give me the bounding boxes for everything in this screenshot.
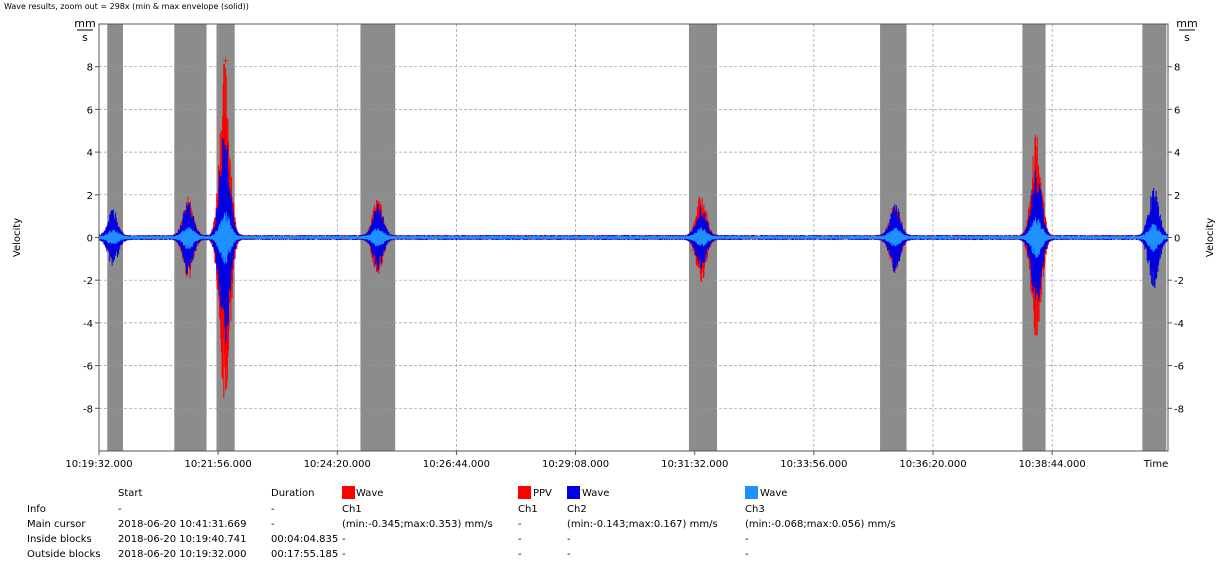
- row-main-cursor-ppv: -: [518, 519, 522, 530]
- row-inside-blocks-start: 2018-06-20 10:19:40.741: [118, 534, 247, 545]
- y-tick-label-right: -2: [1174, 276, 1184, 287]
- x-tick-label: 10:38:44.000: [1019, 459, 1086, 470]
- y-unit-den-right: s: [1184, 31, 1190, 44]
- row-outside-blocks-ppv: -: [518, 549, 522, 560]
- header-start: Start: [118, 488, 143, 499]
- row-inside-blocks-ch3: -: [745, 534, 749, 545]
- y-unit-num-left: mm: [74, 17, 95, 30]
- row-info-ch1: Ch1: [342, 504, 362, 515]
- row-main-cursor-duration: -: [271, 519, 275, 530]
- y-tick-label-right: -6: [1174, 362, 1184, 373]
- row-inside-blocks-ch1: -: [342, 534, 346, 545]
- y-tick-label-left: 6: [87, 105, 93, 116]
- wave-chart[interactable]: +8 86 64 42 20 0-2 -2-4 -4-6 -6-8 -8mmsmmsVelocit…: [0, 0, 1221, 480]
- row-outside-blocks-ch2: -: [567, 549, 571, 560]
- legend-swatch-ch2-wave[interactable]: [567, 486, 580, 499]
- y-unit-num-right: mm: [1176, 17, 1197, 30]
- y-tick-label-right: 4: [1174, 148, 1180, 159]
- row-outside-blocks-ch3: -: [745, 549, 749, 560]
- y-axis-label-left: Velocity: [12, 218, 23, 257]
- y-axis-label-right: Velocity: [1205, 218, 1216, 257]
- y-tick-label-left: 8: [87, 63, 93, 74]
- x-tick-label: 10:21:56.000: [185, 459, 252, 470]
- row-info-ch2: Ch2: [567, 504, 587, 515]
- y-unit-den-left: s: [82, 31, 88, 44]
- y-tick-label-left: 2: [87, 191, 93, 202]
- legend-ppv[interactable]: PPV: [533, 488, 552, 499]
- row-main-cursor-ch3: (min:-0.068;max:0.056) mm/s: [745, 519, 896, 530]
- x-tick-label: 10:19:32.000: [65, 459, 132, 470]
- x-tick-label: 10:33:56.000: [780, 459, 847, 470]
- row-inside-blocks-ch2: -: [567, 534, 571, 545]
- legend-swatch-ch1-wave[interactable]: [342, 486, 355, 499]
- row-label-inside-blocks: Inside blocks: [27, 534, 92, 545]
- y-tick-label-right: -4: [1174, 319, 1184, 330]
- y-tick-label-left: -8: [83, 404, 93, 415]
- y-tick-label-left: -6: [83, 362, 93, 373]
- y-tick-label-right: 6: [1174, 105, 1180, 116]
- row-info-duration: -: [271, 504, 275, 515]
- row-info-ppv: Ch1: [518, 504, 538, 515]
- x-tick-label: 10:29:08.000: [542, 459, 609, 470]
- legend-ch3-wave[interactable]: Wave: [760, 488, 788, 499]
- row-label-main-cursor: Main cursor: [27, 519, 86, 530]
- legend-swatch-ppv[interactable]: [518, 486, 531, 499]
- row-info-ch3: Ch3: [745, 504, 765, 515]
- x-tick-label: 10:36:20.000: [899, 459, 966, 470]
- y-tick-label-left: -2: [83, 276, 93, 287]
- row-outside-blocks-ch1: -: [342, 549, 346, 560]
- y-tick-label-left: 0: [87, 234, 93, 245]
- x-tick-label: 10:26:44.000: [423, 459, 490, 470]
- row-main-cursor-ch1: (min:-0.345;max:0.353) mm/s: [342, 519, 493, 530]
- legend-ch2-wave[interactable]: Wave: [582, 488, 610, 499]
- row-main-cursor-ch2: (min:-0.143;max:0.167) mm/s: [567, 519, 718, 530]
- header-duration: Duration: [271, 488, 315, 499]
- x-tick-label: 10:24:20.000: [304, 459, 371, 470]
- legend-swatch-ch3-wave[interactable]: [745, 486, 758, 499]
- y-tick-label-right: 0: [1174, 234, 1180, 245]
- x-axis-label: Time: [1143, 459, 1168, 470]
- y-tick-label-left: -4: [83, 319, 93, 330]
- chart-header-title: Wave results, zoom out = 298x (min & max…: [4, 2, 249, 11]
- y-tick-label-right: 8: [1174, 63, 1180, 74]
- ppv-marker: +: [222, 56, 230, 66]
- row-label-info: Info: [27, 504, 46, 515]
- y-tick-label-right: 2: [1174, 191, 1180, 202]
- x-tick-label: 10:31:32.000: [661, 459, 728, 470]
- row-inside-blocks-duration: 00:04:04.835: [271, 534, 339, 545]
- y-tick-label-right: -8: [1174, 404, 1184, 415]
- row-outside-blocks-duration: 00:17:55.185: [271, 549, 339, 560]
- row-inside-blocks-ppv: -: [518, 534, 522, 545]
- row-main-cursor-start: 2018-06-20 10:41:31.669: [118, 519, 247, 530]
- row-outside-blocks-start: 2018-06-20 10:19:32.000: [118, 549, 247, 560]
- row-label-outside-blocks: Outside blocks: [27, 549, 101, 560]
- row-info-start: -: [118, 504, 122, 515]
- legend-ch1-wave[interactable]: Wave: [356, 488, 384, 499]
- y-tick-label-left: 4: [87, 148, 93, 159]
